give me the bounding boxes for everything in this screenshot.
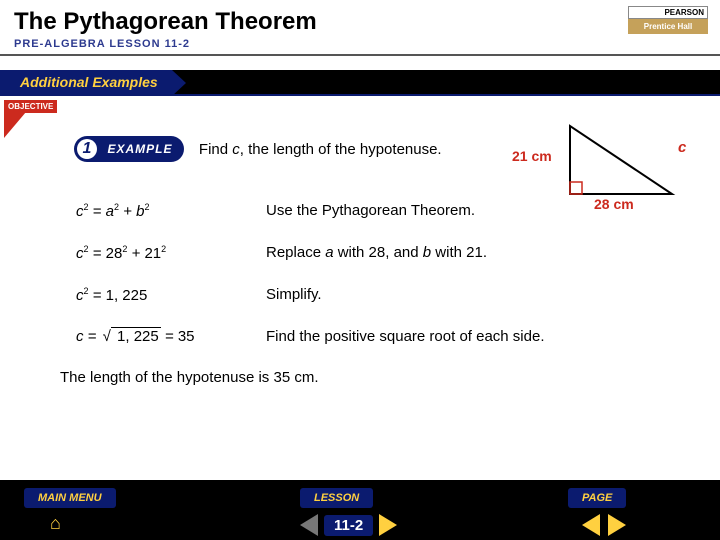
header-rule [0, 54, 720, 56]
lesson-button[interactable]: LESSON [300, 488, 373, 510]
content-area: OBJECTIVE 1 1 EXAMPLE Find c, the length… [0, 96, 720, 480]
page-button[interactable]: PAGE [568, 488, 626, 510]
step-explanation: Replace a with 28, and b with 21. [266, 244, 700, 262]
example-pill: 1 EXAMPLE [74, 136, 184, 162]
page-prev-icon[interactable] [582, 514, 600, 536]
solution-steps: c2 = a2 + b2 Use the Pythagorean Theorem… [76, 202, 700, 345]
objective-badge: OBJECTIVE 1 [4, 100, 57, 138]
step-explanation: Simplify. [266, 286, 700, 304]
step-row: c = 1, 225 = 35 Find the positive square… [76, 328, 700, 345]
instruction-post: , the length of the hypotenuse. [240, 141, 442, 158]
publisher-logo: PEARSON Prentice Hall [628, 6, 708, 34]
page-next-icon[interactable] [608, 514, 626, 536]
publisher-name: PEARSON [628, 6, 708, 19]
page-title: The Pythagorean Theorem [0, 0, 720, 38]
lesson-prev-icon[interactable] [300, 514, 318, 536]
step-equation: c2 = 1, 225 [76, 286, 266, 304]
example-label: EXAMPLE [107, 142, 172, 156]
step-row: c2 = 282 + 212 Replace a with 28, and b … [76, 244, 700, 262]
header: The Pythagorean Theorem PRE-ALGEBRA LESS… [0, 0, 720, 70]
conclusion-text: The length of the hypotenuse is 35 cm. [60, 369, 700, 386]
triangle-diagram: c 21 cm 28 cm [560, 116, 690, 216]
footer-nav: MAIN MENU ⌂ LESSON 11-2 PAGE [0, 480, 720, 540]
page-label: PAGE [568, 488, 626, 508]
instruction-text: Find c, the length of the hypotenuse. [199, 141, 442, 158]
home-icon[interactable]: ⌂ [50, 513, 61, 534]
step-equation: c2 = a2 + b2 [76, 202, 266, 220]
additional-examples-bar: Additional Examples [0, 70, 720, 96]
leg-horizontal-label: 28 cm [594, 196, 634, 212]
step-explanation: Find the positive square root of each si… [266, 328, 700, 345]
step-equation: c2 = 282 + 212 [76, 244, 266, 262]
objective-number: 1 [30, 114, 38, 131]
instruction-pre: Find [199, 141, 232, 158]
page-pager [582, 514, 626, 536]
additional-examples-tab: Additional Examples [0, 70, 172, 94]
lesson-subtitle: PRE-ALGEBRA LESSON 11-2 [0, 38, 720, 50]
hypotenuse-label: c [678, 139, 687, 156]
publisher-imprint: Prentice Hall [628, 19, 708, 34]
objective-triangle: 1 [4, 112, 26, 138]
step-row: c2 = 1, 225 Simplify. [76, 286, 700, 304]
lesson-number: 11-2 [324, 515, 373, 536]
leg-vertical-label: 21 cm [512, 148, 552, 164]
main-menu-button[interactable]: MAIN MENU [24, 488, 116, 510]
instruction-var: c [232, 141, 240, 158]
main-menu-label: MAIN MENU [24, 488, 116, 508]
step-equation: c = 1, 225 = 35 [76, 328, 266, 345]
lesson-next-icon[interactable] [379, 514, 397, 536]
example-number: 1 [77, 139, 97, 159]
lesson-label: LESSON [300, 488, 373, 508]
lesson-pager: 11-2 [300, 514, 397, 536]
